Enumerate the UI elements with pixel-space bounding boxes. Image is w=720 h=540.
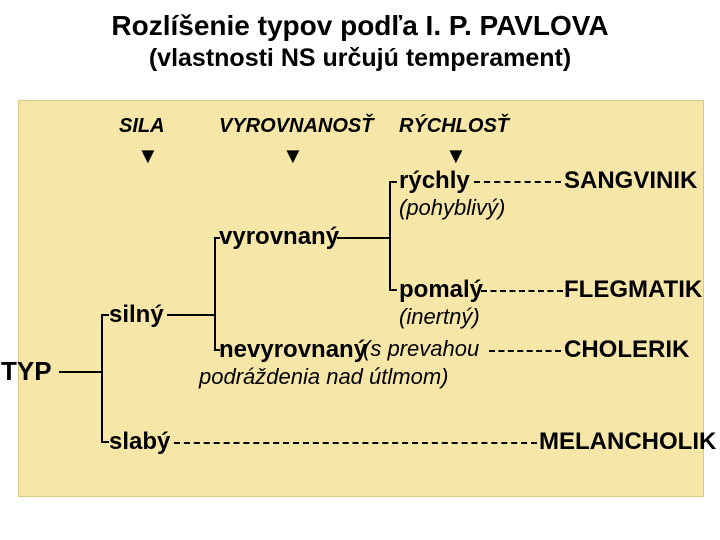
col-vyrovnanost: VYROVNANOSŤ [219, 115, 373, 138]
node-rychly-note: (pohyblivý) [399, 195, 505, 221]
node-silny: silný [109, 301, 164, 329]
node-vyrovnany: vyrovnaný [219, 223, 339, 251]
bracket-line [59, 371, 101, 373]
page-title: Rozlíšenie typov podľa I. P. PAVLOVA [0, 0, 720, 42]
page-root: Rozlíšenie typov podľa I. P. PAVLOVA (vl… [0, 0, 720, 540]
page-subtitle: (vlastnosti NS určujú temperament) [0, 44, 720, 73]
dash-line [474, 181, 561, 183]
diagram-box: SILA VYROVNANOSŤ RÝCHLOSŤ ▼ ▼ ▼ rýchly (… [18, 100, 704, 497]
arrow-down-icon: ▼ [445, 143, 467, 169]
bracket-line [389, 289, 397, 291]
bracket-line [214, 237, 220, 239]
col-rychlost: RÝCHLOSŤ [399, 115, 509, 138]
bracket-line [337, 237, 389, 239]
bracket-line [389, 181, 391, 289]
dash-line [481, 290, 563, 292]
dash-line [489, 350, 561, 352]
node-nevyrovnany-note1: (s prevahou [363, 336, 479, 362]
result-sangvinik: SANGVINIK [564, 167, 697, 195]
bracket-line [167, 314, 214, 316]
bracket-line [101, 441, 109, 443]
dash-line [174, 442, 537, 444]
node-pomaly: pomalý [399, 276, 483, 304]
result-cholerik: CHOLERIK [564, 336, 689, 364]
arrow-down-icon: ▼ [282, 143, 304, 169]
node-typ: TYP [1, 356, 52, 387]
node-slaby: slabý [109, 428, 170, 456]
bracket-line [101, 314, 109, 316]
result-melancholik: MELANCHOLIK [539, 428, 716, 456]
col-sila: SILA [119, 115, 165, 138]
node-nevyrovnany-note2: podráždenia nad útlmom) [199, 364, 448, 390]
result-flegmatik: FLEGMATIK [564, 276, 702, 304]
bracket-line [101, 314, 103, 441]
node-rychly: rýchly [399, 167, 470, 195]
bracket-line [389, 181, 397, 183]
node-nevyrovnany: nevyrovnaný [219, 336, 367, 364]
node-pomaly-note: (inertný) [399, 304, 480, 330]
arrow-down-icon: ▼ [137, 143, 159, 169]
bracket-line [214, 237, 216, 349]
